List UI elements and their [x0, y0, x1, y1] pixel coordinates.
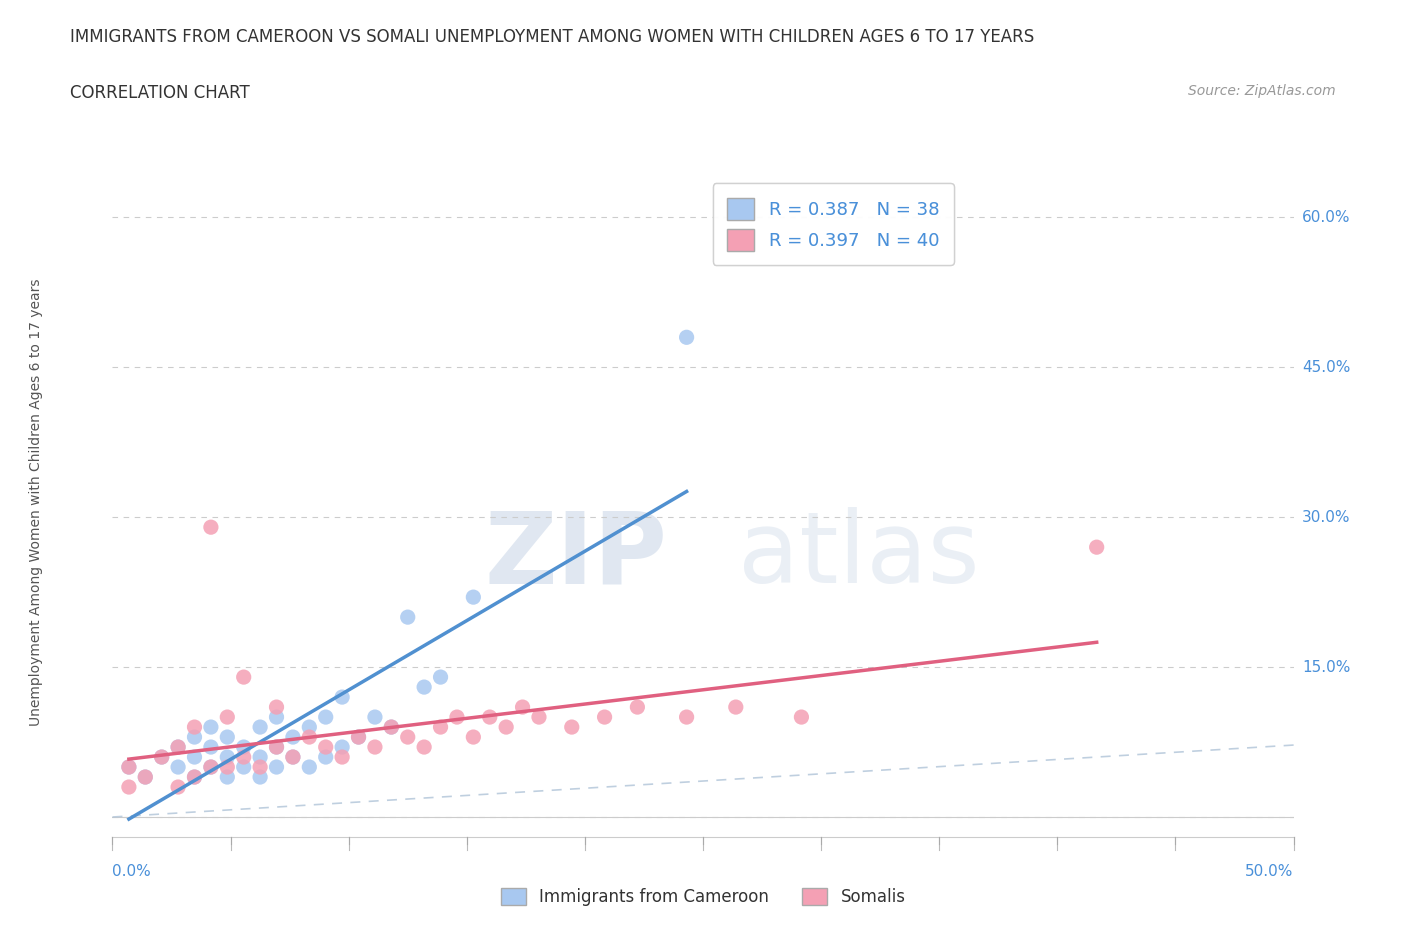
Point — [380, 720, 402, 735]
Point — [200, 720, 222, 735]
Point — [118, 760, 141, 775]
Point — [150, 750, 173, 764]
Point — [315, 710, 337, 724]
Point — [281, 750, 304, 764]
Point — [232, 670, 254, 684]
Point — [298, 760, 321, 775]
Point — [217, 710, 239, 724]
Text: 30.0%: 30.0% — [1302, 510, 1350, 525]
Point — [118, 779, 141, 794]
Point — [463, 730, 485, 745]
Text: atlas: atlas — [738, 507, 980, 604]
Point — [200, 520, 222, 535]
Point — [118, 760, 141, 775]
Point — [298, 730, 321, 745]
Point — [266, 739, 288, 754]
Point — [330, 750, 353, 764]
Point — [150, 750, 173, 764]
Point — [330, 690, 353, 705]
Point — [183, 720, 205, 735]
Point — [347, 730, 370, 745]
Point — [167, 760, 190, 775]
Point — [315, 739, 337, 754]
Point — [266, 739, 288, 754]
Point — [626, 699, 648, 714]
Point — [413, 739, 436, 754]
Point — [330, 739, 353, 754]
Point — [561, 720, 583, 735]
Point — [512, 699, 534, 714]
Text: Source: ZipAtlas.com: Source: ZipAtlas.com — [1188, 84, 1336, 98]
Point — [167, 739, 190, 754]
Point — [183, 770, 205, 785]
Point — [167, 779, 190, 794]
Point — [463, 590, 485, 604]
Point — [429, 720, 451, 735]
Point — [724, 699, 747, 714]
Point — [167, 739, 190, 754]
Point — [183, 770, 205, 785]
Point — [446, 710, 468, 724]
Point — [217, 750, 239, 764]
Text: 15.0%: 15.0% — [1302, 659, 1350, 674]
Point — [232, 739, 254, 754]
Text: CORRELATION CHART: CORRELATION CHART — [70, 84, 250, 101]
Point — [364, 710, 387, 724]
Legend: Immigrants from Cameroon, Somalis: Immigrants from Cameroon, Somalis — [494, 881, 912, 912]
Text: 45.0%: 45.0% — [1302, 360, 1350, 375]
Point — [281, 730, 304, 745]
Point — [364, 739, 387, 754]
Point — [1085, 539, 1108, 554]
Point — [200, 739, 222, 754]
Point — [675, 710, 697, 724]
Point — [790, 710, 813, 724]
Point — [347, 730, 370, 745]
Text: 50.0%: 50.0% — [1246, 864, 1294, 879]
Point — [593, 710, 616, 724]
Point — [380, 720, 402, 735]
Point — [200, 760, 222, 775]
Point — [217, 730, 239, 745]
Point — [249, 720, 271, 735]
Point — [249, 760, 271, 775]
Point — [266, 699, 288, 714]
Point — [183, 730, 205, 745]
Point — [396, 730, 419, 745]
Point — [413, 680, 436, 695]
Text: Unemployment Among Women with Children Ages 6 to 17 years: Unemployment Among Women with Children A… — [28, 278, 42, 726]
Point — [249, 750, 271, 764]
Point — [249, 770, 271, 785]
Point — [183, 750, 205, 764]
Point — [478, 710, 501, 724]
Point — [232, 760, 254, 775]
Point — [315, 750, 337, 764]
Point — [266, 710, 288, 724]
Text: ZIP: ZIP — [485, 507, 668, 604]
Point — [217, 760, 239, 775]
Point — [298, 720, 321, 735]
Point — [527, 710, 550, 724]
Point — [429, 670, 451, 684]
Point — [200, 760, 222, 775]
Point — [134, 770, 156, 785]
Point — [281, 750, 304, 764]
Point — [495, 720, 517, 735]
Point — [675, 330, 697, 345]
Text: 60.0%: 60.0% — [1302, 210, 1350, 225]
Text: IMMIGRANTS FROM CAMEROON VS SOMALI UNEMPLOYMENT AMONG WOMEN WITH CHILDREN AGES 6: IMMIGRANTS FROM CAMEROON VS SOMALI UNEMP… — [70, 28, 1035, 46]
Text: 0.0%: 0.0% — [112, 864, 152, 879]
Point — [217, 770, 239, 785]
Point — [232, 750, 254, 764]
Point — [266, 760, 288, 775]
Point — [134, 770, 156, 785]
Point — [396, 610, 419, 625]
Legend: R = 0.387   N = 38, R = 0.397   N = 40: R = 0.387 N = 38, R = 0.397 N = 40 — [713, 183, 953, 265]
